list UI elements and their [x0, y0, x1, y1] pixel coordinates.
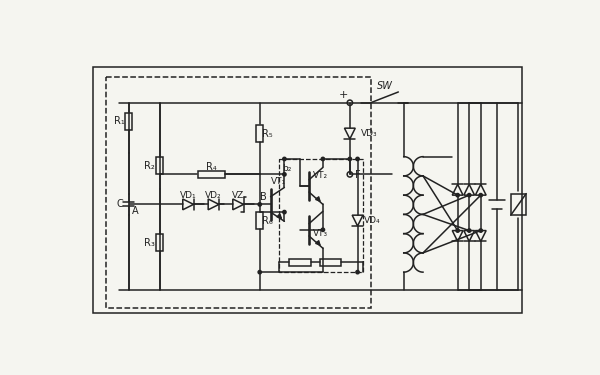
Circle shape: [356, 270, 359, 274]
Text: VD₄: VD₄: [364, 216, 380, 225]
Circle shape: [283, 172, 286, 176]
Circle shape: [348, 157, 352, 160]
Bar: [320, 259, 341, 266]
Text: B: B: [260, 192, 267, 202]
Circle shape: [321, 157, 325, 160]
Bar: [106, 77, 371, 308]
Circle shape: [479, 229, 482, 232]
Text: VZ: VZ: [232, 190, 244, 200]
Text: R₂: R₂: [144, 161, 155, 171]
Bar: [156, 158, 163, 174]
Circle shape: [356, 157, 359, 160]
Bar: [511, 194, 526, 215]
Text: VD₃: VD₃: [361, 129, 377, 138]
Bar: [279, 159, 363, 272]
Circle shape: [258, 270, 262, 274]
Text: R₄: R₄: [206, 162, 217, 172]
Text: A: A: [132, 206, 139, 216]
Circle shape: [467, 229, 471, 232]
Text: VD₂: VD₂: [205, 190, 222, 200]
Circle shape: [283, 157, 286, 160]
Text: R₃: R₃: [144, 238, 155, 248]
Circle shape: [467, 194, 471, 197]
Text: VT₂: VT₂: [313, 171, 328, 180]
Circle shape: [283, 210, 286, 214]
Bar: [156, 234, 163, 251]
Circle shape: [258, 203, 262, 206]
Text: R₆: R₆: [262, 216, 273, 225]
Bar: [256, 212, 263, 229]
Bar: [198, 171, 225, 178]
Circle shape: [479, 194, 482, 197]
Text: R₁: R₁: [114, 116, 125, 126]
Text: VT₃: VT₃: [313, 229, 328, 238]
Text: +: +: [339, 90, 349, 100]
Circle shape: [456, 194, 460, 197]
Bar: [94, 66, 521, 313]
Circle shape: [321, 228, 325, 231]
Bar: [256, 125, 263, 142]
Text: VD₁: VD₁: [180, 190, 196, 200]
Text: F: F: [355, 170, 361, 180]
Text: VT₁: VT₁: [271, 177, 286, 186]
Circle shape: [456, 229, 460, 232]
Text: C: C: [116, 200, 123, 209]
Bar: [289, 259, 311, 266]
Text: b₂: b₂: [282, 164, 292, 173]
Text: SW: SW: [377, 81, 392, 91]
Bar: [125, 113, 133, 130]
Text: R₅: R₅: [262, 129, 273, 138]
